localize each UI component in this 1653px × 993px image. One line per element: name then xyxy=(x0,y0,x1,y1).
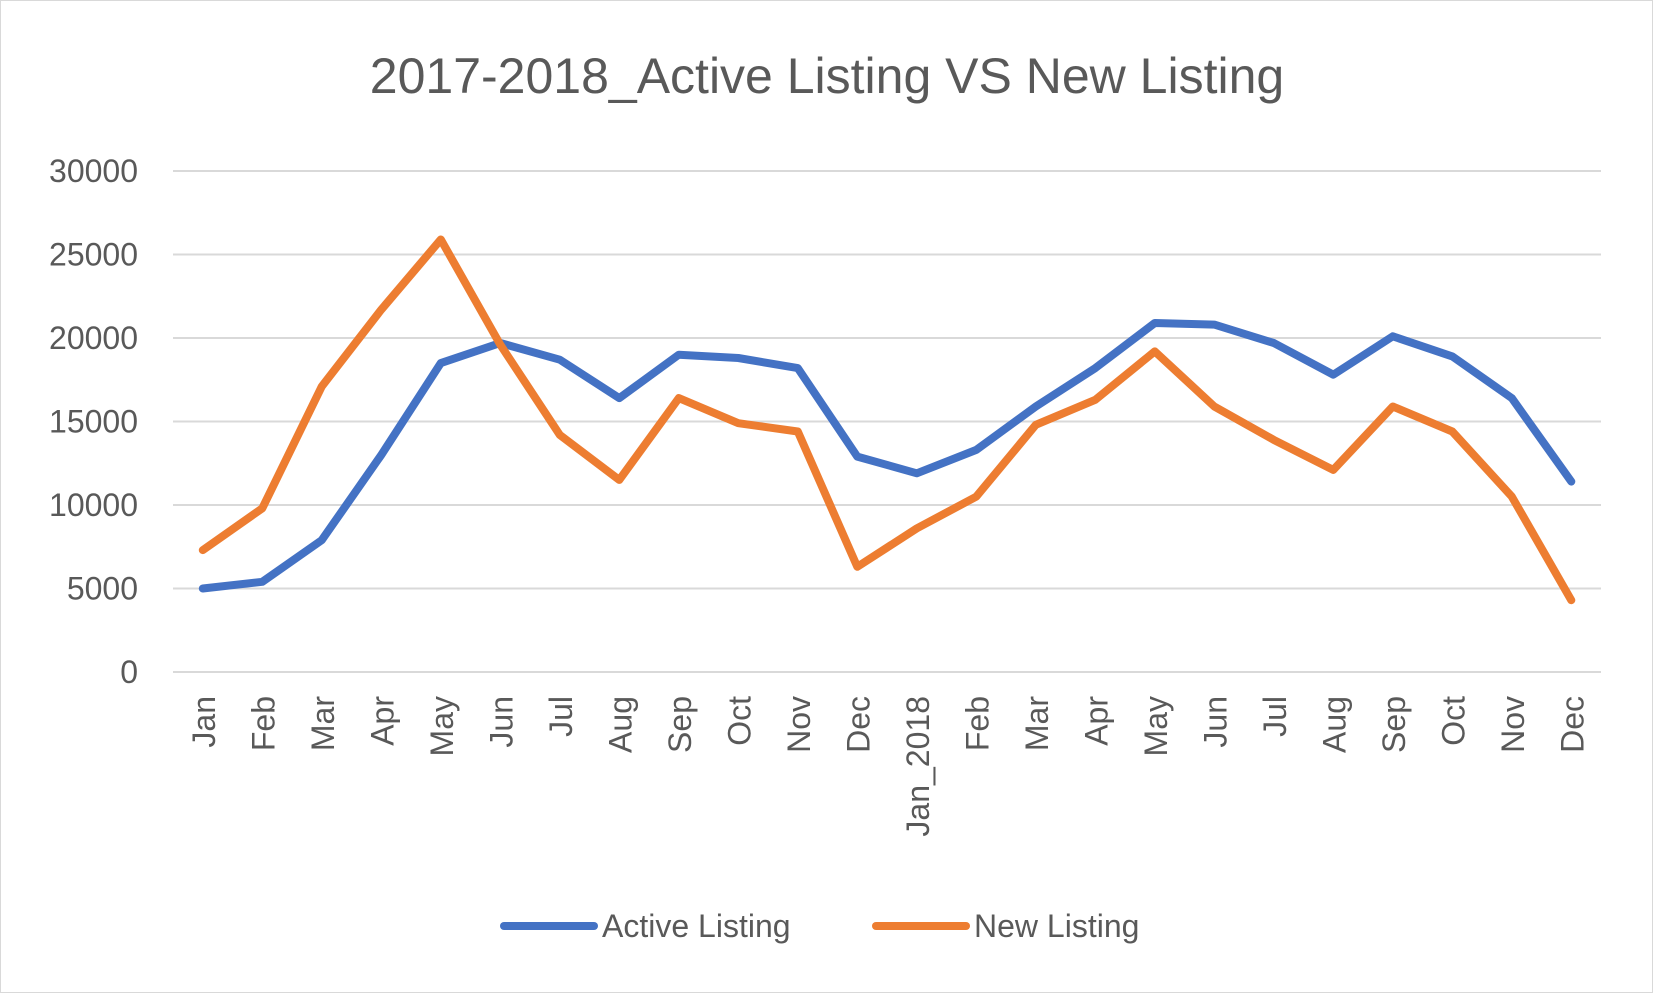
chart-title: 2017-2018_Active Listing VS New Listing xyxy=(370,48,1284,104)
x-tick-label: Nov xyxy=(1495,696,1531,753)
x-tick-label: Jan xyxy=(186,696,222,748)
x-tick-label: Jan_2018 xyxy=(900,696,936,837)
x-tick-label: Aug xyxy=(602,696,638,753)
x-tick-label: Sep xyxy=(662,696,698,753)
x-tick-label: Jul xyxy=(1257,696,1293,737)
series-lines xyxy=(198,235,1576,605)
legend-label: New Listing xyxy=(974,908,1139,944)
x-tick-label: Oct xyxy=(721,696,757,746)
x-tick-label: May xyxy=(424,696,460,756)
x-tick-label: Jul xyxy=(543,696,579,737)
y-axis-ticks: 0 5000 10000 15000 20000 25000 30000 xyxy=(49,153,138,690)
x-tick-label: Jun xyxy=(483,696,519,748)
gridlines xyxy=(173,170,1601,673)
y-tick-label: 5000 xyxy=(67,571,138,607)
x-tick-label: Dec xyxy=(1554,696,1590,753)
y-tick-label: 25000 xyxy=(49,237,138,273)
x-tick-label: Mar xyxy=(1019,696,1055,751)
y-tick-label: 15000 xyxy=(49,404,138,440)
x-tick-label: May xyxy=(1138,696,1174,756)
x-axis-ticks: Jan Feb Mar Apr May Jun Jul Aug Sep Oct Nov Dec Jan_… xyxy=(186,696,1591,837)
series-line-1 xyxy=(198,319,1576,593)
x-tick-label: Nov xyxy=(781,696,817,753)
x-tick-label: Oct xyxy=(1435,696,1471,746)
y-tick-label: 0 xyxy=(120,654,138,690)
x-tick-label: Feb xyxy=(959,696,995,751)
legend: Active Listing New Listing xyxy=(500,908,1139,944)
x-tick-label: Mar xyxy=(305,696,341,751)
x-tick-label: Apr xyxy=(1078,696,1114,746)
x-tick-label: Jun xyxy=(1197,696,1233,748)
y-tick-label: 20000 xyxy=(49,320,138,356)
series-line-2 xyxy=(198,235,1576,605)
x-tick-label: Feb xyxy=(245,696,281,751)
x-tick-label: Sep xyxy=(1376,696,1412,753)
x-tick-label: Dec xyxy=(840,696,876,753)
y-tick-label: 10000 xyxy=(49,487,138,523)
x-tick-label: Aug xyxy=(1316,696,1352,753)
y-tick-label: 30000 xyxy=(49,153,138,189)
legend-label: Active Listing xyxy=(602,908,791,944)
x-tick-label: Apr xyxy=(364,696,400,746)
